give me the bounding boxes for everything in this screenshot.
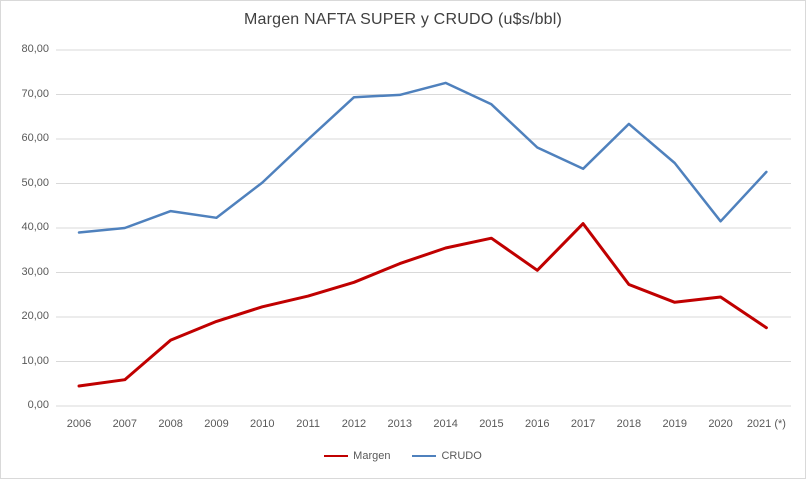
legend-item-crudo: CRUDO <box>412 450 482 462</box>
y-tick-label: 50,00 <box>21 176 49 189</box>
x-tick-label: 2007 <box>112 418 138 430</box>
y-tick-label: 20,00 <box>21 310 49 322</box>
x-tick-label: 2020 <box>708 418 733 430</box>
series-line-crudo <box>77 81 768 234</box>
x-tick-label: 2013 <box>387 418 413 430</box>
x-tick-label: 2011 <box>296 418 320 430</box>
x-tick-label: 2012 <box>341 418 367 430</box>
x-tick-label: 2018 <box>616 418 642 430</box>
y-tick-label: 80,00 <box>21 43 49 55</box>
y-tick-label: 10,00 <box>21 354 49 367</box>
x-tick-label: 2008 <box>158 418 183 430</box>
legend-swatch-margen <box>324 455 349 457</box>
legend-swatch-crudo <box>412 455 437 457</box>
chart-title: Margen NAFTA SUPER y CRUDO (u$s/bbl) <box>243 11 563 28</box>
x-tick-label: 2017 <box>570 418 596 430</box>
y-tick-label: 70,00 <box>21 87 49 100</box>
x-tick-label: 2015 <box>479 418 504 430</box>
y-tick-label: 60,00 <box>21 132 49 144</box>
legend-label: CRUDO <box>441 450 482 462</box>
x-tick-label: 2006 <box>66 418 92 430</box>
y-tick-label: 0,00 <box>27 399 49 411</box>
x-tick-label: 2016 <box>525 418 550 430</box>
x-tick-label: 2019 <box>662 418 687 430</box>
x-tick-label: 2009 <box>204 418 229 430</box>
x-tick-label: 2021 (*) <box>746 418 786 430</box>
y-tick-label: 40,00 <box>21 221 49 233</box>
x-tick-label: 2014 <box>433 418 458 430</box>
y-tick-label: 30,00 <box>21 265 49 278</box>
legend-label: Margen <box>353 450 391 462</box>
legend: Margen CRUDO <box>1 450 805 462</box>
x-tick-label: 2010 <box>250 418 275 430</box>
series-line-margen <box>77 222 768 388</box>
legend-item-margen: Margen <box>324 450 390 462</box>
